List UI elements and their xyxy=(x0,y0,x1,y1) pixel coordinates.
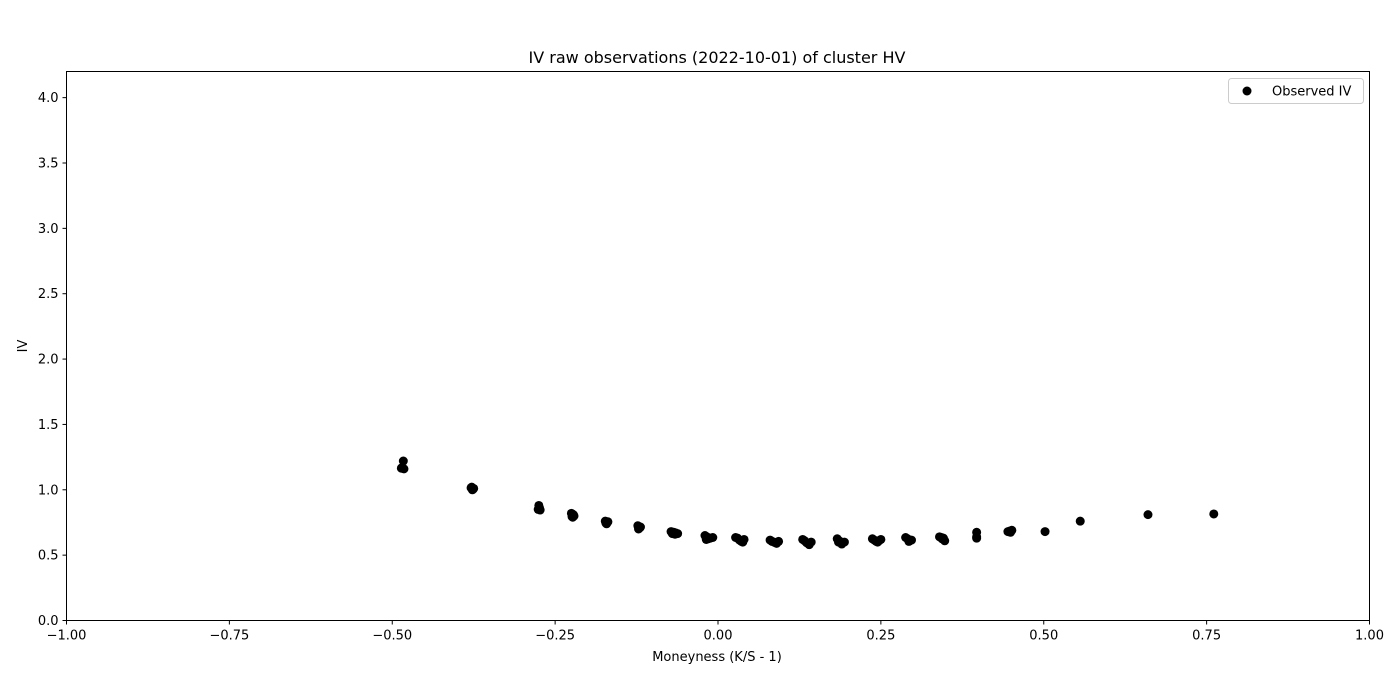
data-point xyxy=(873,537,883,547)
scatter-points xyxy=(396,456,1219,550)
data-point xyxy=(972,533,982,543)
y-tick-label: 0.5 xyxy=(38,549,59,564)
x-tick-label: 0.50 xyxy=(1029,629,1058,644)
x-axis-label: Moneyness (K/S - 1) xyxy=(652,650,782,665)
y-tick-label: 0.0 xyxy=(38,614,59,629)
x-tick-label: −0.25 xyxy=(535,629,575,644)
y-axis-label: IV xyxy=(16,340,31,353)
legend: Observed IV xyxy=(1228,78,1364,104)
data-point xyxy=(568,512,578,522)
y-tick-label: 1.0 xyxy=(38,483,59,498)
y-axis: 0.0 0.5 1.0 1.5 2.0 2.5 3.0 3.5 4.0 xyxy=(38,91,67,629)
data-point xyxy=(634,523,644,533)
x-tick-label: −0.50 xyxy=(372,629,412,644)
legend-label: Observed IV xyxy=(1272,85,1352,100)
data-point xyxy=(937,534,947,544)
data-point xyxy=(602,519,612,529)
data-point xyxy=(904,536,914,546)
data-point xyxy=(1209,509,1219,519)
chart-title: IV raw observations (2022-10-01) of clus… xyxy=(529,48,906,67)
data-point xyxy=(670,529,680,539)
data-point xyxy=(1006,527,1016,537)
data-point xyxy=(1040,527,1050,537)
data-point xyxy=(1143,510,1153,520)
x-tick-label: 0.00 xyxy=(704,629,733,644)
data-point xyxy=(701,534,711,544)
y-tick-label: 3.5 xyxy=(38,157,59,172)
x-tick-label: 0.75 xyxy=(1192,629,1221,644)
y-tick-label: 3.0 xyxy=(38,222,59,237)
data-point xyxy=(738,537,748,547)
data-point xyxy=(803,538,813,548)
x-tick-label: 0.25 xyxy=(866,629,895,644)
legend-box xyxy=(1228,78,1364,104)
data-point xyxy=(770,538,780,548)
y-tick-label: 1.5 xyxy=(38,418,59,433)
data-point xyxy=(396,463,406,473)
data-point xyxy=(1075,516,1085,526)
x-tick-label: −1.00 xyxy=(47,629,87,644)
data-point xyxy=(468,484,478,494)
x-tick-label: 1.00 xyxy=(1355,629,1384,644)
y-tick-label: 2.5 xyxy=(38,287,59,302)
legend-marker xyxy=(1242,86,1252,96)
data-point xyxy=(535,505,545,515)
x-tick-label: −0.75 xyxy=(209,629,249,644)
data-point xyxy=(834,537,844,547)
y-tick-label: 4.0 xyxy=(38,91,59,106)
x-axis: −1.00 −0.75 −0.50 −0.25 0.00 0.25 0.50 0.75 1.00 xyxy=(47,620,1384,644)
y-tick-label: 2.0 xyxy=(38,353,59,368)
